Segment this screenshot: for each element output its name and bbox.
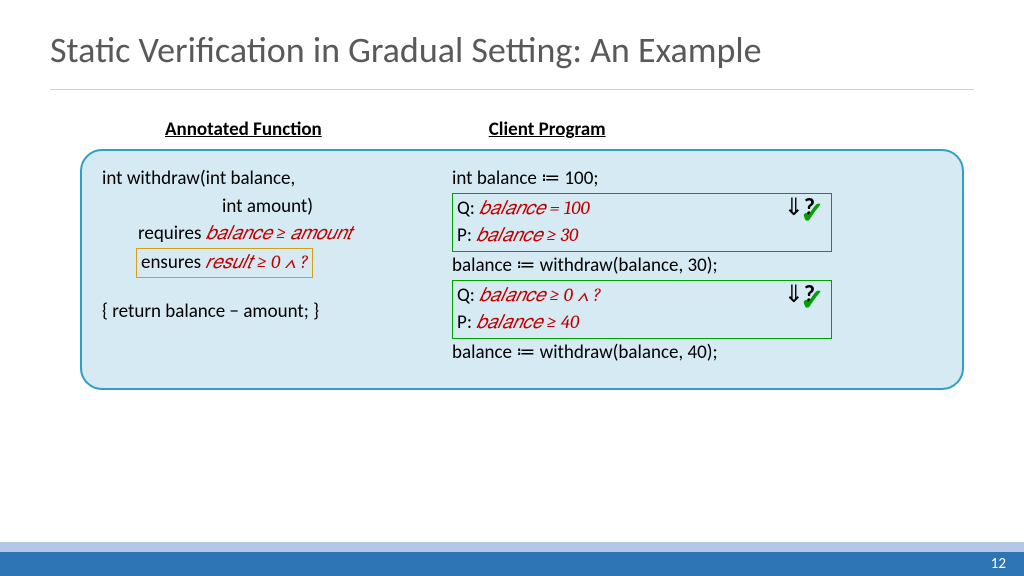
verification-box-1: Q: 𝑏𝑎𝑙𝑎𝑛𝑐𝑒 = 100 P: 𝑏𝑎𝑙𝑎𝑛𝑐𝑒 ≥ 30 ⇓? ✓ <box>452 193 832 252</box>
client-line-1: int balance ≔ 100; <box>452 165 942 193</box>
code-box: int withdraw(int balance, int amount) re… <box>80 149 964 390</box>
check-icon: ✓ <box>800 286 825 316</box>
title-area: Static Verification in Gradual Setting: … <box>0 0 1024 81</box>
ensures-clause-box: ensures 𝑟𝑒𝑠𝑢𝑙𝑡 ≥ 0 ∧ ? <box>102 248 452 278</box>
footer-bar: 12 <box>0 542 1024 576</box>
p1-label: P: <box>457 224 476 247</box>
q2-expression: 𝑏𝑎𝑙𝑎𝑛𝑐𝑒 ≥ 0 ∧ ? <box>479 284 600 306</box>
q2-line: Q: 𝑏𝑎𝑙𝑎𝑛𝑐𝑒 ≥ 0 ∧ ? <box>457 282 827 310</box>
verification-box-2: Q: 𝑏𝑎𝑙𝑎𝑛𝑐𝑒 ≥ 0 ∧ ? P: 𝑏𝑎𝑙𝑎𝑛𝑐𝑒 ≥ 40 ⇓? ✓ <box>452 280 832 339</box>
client-line-2: balance ≔ withdraw(balance, 30); <box>452 252 942 280</box>
page-number: 12 <box>991 555 1006 573</box>
footer-light-stripe <box>0 542 1024 552</box>
header-client-program: Client Program <box>489 118 606 141</box>
implication-annotation-2: ⇓? ✓ <box>784 282 815 307</box>
slide-title: Static Verification in Gradual Setting: … <box>50 30 974 71</box>
footer-dark-stripe: 12 <box>0 552 1024 576</box>
implication-annotation-1: ⇓? ✓ <box>784 195 815 220</box>
ensures-keyword: ensures <box>141 251 205 274</box>
q2-label: Q: <box>457 284 479 307</box>
column-headers: Annotated Function Client Program <box>0 118 1024 141</box>
function-body: { return balance − amount; } <box>102 298 452 326</box>
p1-line: P: 𝑏𝑎𝑙𝑎𝑛𝑐𝑒 ≥ 30 <box>457 222 827 250</box>
ensures-expression: 𝑟𝑒𝑠𝑢𝑙𝑡 ≥ 0 ∧ ? <box>205 251 307 273</box>
p2-expression: 𝑏𝑎𝑙𝑎𝑛𝑐𝑒 ≥ 40 <box>476 311 579 333</box>
signature-line-1: int withdraw(int balance, <box>102 165 452 193</box>
p2-label: P: <box>457 311 476 334</box>
q1-line: Q: 𝑏𝑎𝑙𝑎𝑛𝑐𝑒 = 100 <box>457 195 827 223</box>
p2-line: P: 𝑏𝑎𝑙𝑎𝑛𝑐𝑒 ≥ 40 <box>457 309 827 337</box>
annotated-function-column: int withdraw(int balance, int amount) re… <box>102 165 452 366</box>
client-line-3: balance ≔ withdraw(balance, 40); <box>452 339 942 367</box>
requires-keyword: requires <box>138 222 206 245</box>
signature-line-2: int amount) <box>102 193 452 221</box>
check-icon: ✓ <box>800 199 825 229</box>
q1-expression: 𝑏𝑎𝑙𝑎𝑛𝑐𝑒 = 100 <box>479 197 590 219</box>
title-divider <box>50 89 974 90</box>
q1-label: Q: <box>457 197 479 220</box>
requires-clause: requires 𝑏𝑎𝑙𝑎𝑛𝑐𝑒 ≥ 𝑎𝑚𝑜𝑢𝑛𝑡 <box>102 220 452 248</box>
client-program-column: int balance ≔ 100; Q: 𝑏𝑎𝑙𝑎𝑛𝑐𝑒 = 100 P: 𝑏… <box>452 165 942 366</box>
header-annotated-function: Annotated Function <box>165 118 322 141</box>
requires-expression: 𝑏𝑎𝑙𝑎𝑛𝑐𝑒 ≥ 𝑎𝑚𝑜𝑢𝑛𝑡 <box>206 222 353 244</box>
p1-expression: 𝑏𝑎𝑙𝑎𝑛𝑐𝑒 ≥ 30 <box>476 224 578 246</box>
